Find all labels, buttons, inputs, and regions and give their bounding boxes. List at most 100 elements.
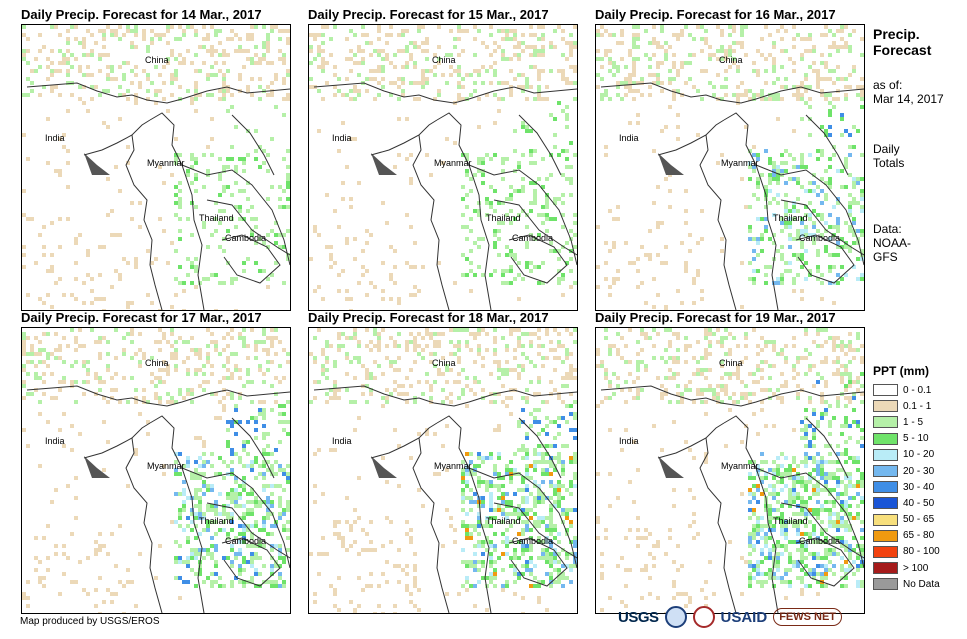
country-label-china: China <box>432 358 456 368</box>
country-label-india: India <box>332 133 352 143</box>
forecast-map: China India Myanmar Thailand Cambodia <box>21 327 291 614</box>
legend-swatch <box>873 400 898 413</box>
credit-text: Map produced by USGS/EROS <box>20 616 160 627</box>
legend-swatch <box>873 513 898 526</box>
country-border <box>657 119 725 156</box>
country-label-cambodia: Cambodia <box>799 233 841 243</box>
totals-line2: Totals <box>873 156 905 170</box>
country-border <box>699 437 737 613</box>
country-label-china: China <box>145 55 169 65</box>
legend-label: 5 - 10 <box>903 433 929 445</box>
country-border <box>805 114 849 176</box>
country-border <box>600 385 864 407</box>
legend-label: 1 - 5 <box>903 416 924 428</box>
country-border <box>468 467 577 569</box>
country-label-cambodia: Cambodia <box>512 233 554 243</box>
country-border <box>508 537 568 587</box>
country-label-thailand: Thailand <box>486 516 521 526</box>
legend-title: PPT (mm) <box>873 364 930 378</box>
legend-swatch <box>873 481 898 494</box>
country-border <box>795 234 855 284</box>
country-border <box>370 422 438 459</box>
legend-label: 65 - 80 <box>903 530 935 542</box>
panel-title: Daily Precip. Forecast for 18 Mar., 2017 <box>308 310 549 325</box>
asof-label: as of: <box>873 78 903 92</box>
legend-item: 30 - 40 <box>873 479 965 495</box>
panel-title: Daily Precip. Forecast for 15 Mar., 2017 <box>308 7 549 22</box>
country-border <box>149 112 205 310</box>
legend-item: No Data <box>873 576 965 592</box>
ppt-legend: PPT (mm) 0 - 0.1 0.1 - 1 1 - 5 5 - 10 10 - 2… <box>873 364 965 592</box>
legend-label: 20 - 30 <box>903 465 935 477</box>
country-border <box>221 234 281 284</box>
legend-swatch <box>873 545 898 558</box>
forecast-map: China India Myanmar Thailand Cambodia <box>308 24 578 311</box>
coastline-shading <box>658 456 684 478</box>
country-label-india: India <box>332 436 352 446</box>
coastline-shading <box>84 456 110 478</box>
legend-swatch <box>873 416 898 429</box>
legend-swatch <box>873 497 898 510</box>
country-label-china: China <box>432 55 456 65</box>
legend-swatch <box>873 448 898 461</box>
country-border <box>780 199 864 256</box>
panel-title: Daily Precip. Forecast for 14 Mar., 2017 <box>21 7 262 22</box>
noaa-logo-icon <box>664 606 687 628</box>
country-label-thailand: Thailand <box>486 213 521 223</box>
country-border <box>181 164 290 266</box>
country-label-myanmar: Myanmar <box>147 158 185 168</box>
legend-item: 0.1 - 1 <box>873 398 965 414</box>
country-label-india: India <box>619 133 639 143</box>
map-canvas <box>22 25 290 310</box>
country-border <box>755 164 864 266</box>
legend-label: 0 - 0.1 <box>903 384 932 396</box>
country-border <box>125 134 163 310</box>
legend-swatch <box>873 384 898 397</box>
country-label-thailand: Thailand <box>199 213 234 223</box>
country-label-china: China <box>719 55 743 65</box>
legend-label: No Data <box>903 578 940 590</box>
legend-label: > 100 <box>903 562 929 574</box>
usgs-logo: USGS <box>618 608 659 626</box>
country-border <box>370 119 438 156</box>
country-border <box>436 112 492 310</box>
sidebar-title-line1: Precip. <box>873 26 920 42</box>
country-border <box>206 502 290 559</box>
map-canvas <box>309 25 577 310</box>
country-label-cambodia: Cambodia <box>225 536 267 546</box>
country-border <box>206 199 290 256</box>
country-border <box>657 422 725 459</box>
country-border <box>26 385 290 407</box>
totals-line1: Daily <box>873 142 900 156</box>
logo-strip: USGS USAID FEWS NET <box>618 606 843 628</box>
country-label-thailand: Thailand <box>773 516 808 526</box>
legend-item: 50 - 65 <box>873 512 965 528</box>
legend-label: 30 - 40 <box>903 481 935 493</box>
country-border <box>26 82 290 104</box>
legend-item: 5 - 10 <box>873 431 965 447</box>
asof-date: Mar 14, 2017 <box>873 92 944 106</box>
legend-swatch <box>873 432 898 445</box>
country-border <box>468 164 577 266</box>
country-label-india: India <box>619 436 639 446</box>
country-label-myanmar: Myanmar <box>147 461 185 471</box>
legend-swatch <box>873 465 898 478</box>
country-border <box>125 437 163 613</box>
usaid-seal-icon <box>692 606 715 628</box>
country-label-cambodia: Cambodia <box>799 536 841 546</box>
map-canvas <box>309 328 577 613</box>
country-border <box>723 415 779 613</box>
panel-title: Daily Precip. Forecast for 17 Mar., 2017 <box>21 310 262 325</box>
country-border <box>795 537 855 587</box>
legend-item: 80 - 100 <box>873 544 965 560</box>
map-canvas <box>596 328 864 613</box>
coastline-shading <box>84 153 110 175</box>
panel-title: Daily Precip. Forecast for 19 Mar., 2017 <box>595 310 836 325</box>
forecast-map: China India Myanmar Thailand Cambodia <box>595 24 865 311</box>
country-label-myanmar: Myanmar <box>434 461 472 471</box>
country-border <box>699 134 737 310</box>
country-border <box>780 502 864 559</box>
country-label-cambodia: Cambodia <box>225 233 267 243</box>
country-label-myanmar: Myanmar <box>721 461 759 471</box>
legend-label: 0.1 - 1 <box>903 400 932 412</box>
